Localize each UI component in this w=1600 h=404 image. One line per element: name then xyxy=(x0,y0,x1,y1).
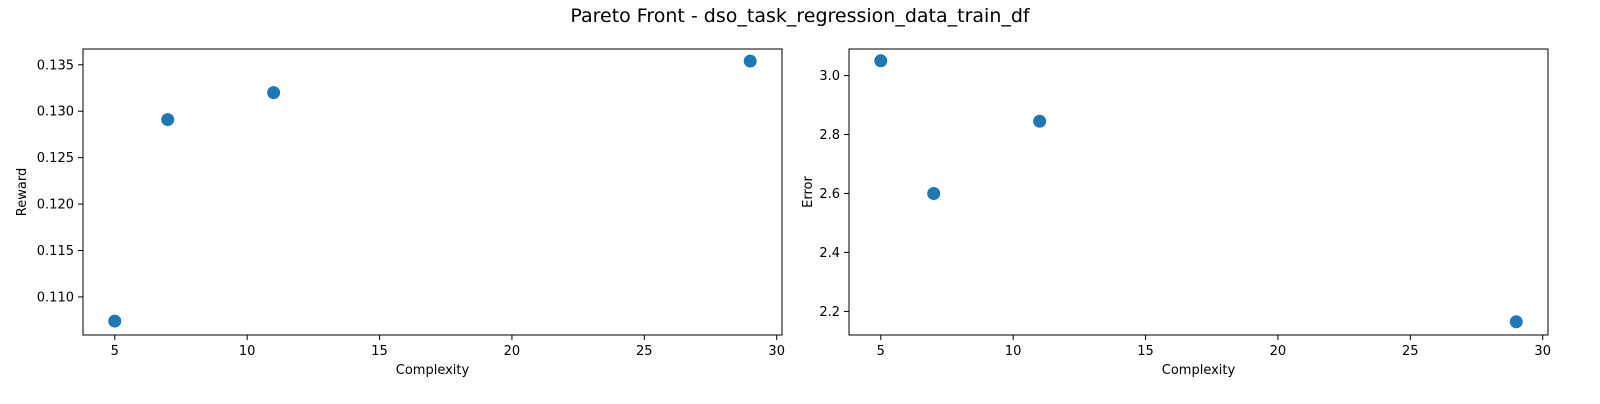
reward-x-tick-label: 5 xyxy=(111,344,119,359)
error-x-tick-label: 10 xyxy=(1005,344,1022,359)
reward-x-tick-label: 10 xyxy=(239,344,256,359)
error-axes-frame xyxy=(848,48,1549,336)
reward-x-axis-label: Complexity xyxy=(396,363,470,378)
error-data-point xyxy=(1509,315,1523,329)
error-data-point xyxy=(927,186,941,200)
reward-x-tick-label: 30 xyxy=(768,344,785,359)
figure-title: Pareto Front - dso_task_regression_data_… xyxy=(570,5,1030,27)
reward-axes-frame xyxy=(82,48,783,336)
reward-data-point xyxy=(108,314,122,328)
error-y-tick-label: 2.4 xyxy=(819,246,840,261)
error-x-tick-label: 5 xyxy=(877,344,885,359)
reward-x-tick-label: 25 xyxy=(636,344,653,359)
error-data-point xyxy=(1033,114,1047,128)
reward-x-tick-label: 20 xyxy=(504,344,521,359)
error-x-tick-label: 25 xyxy=(1402,344,1419,359)
reward-plot: 5 10 15 20 25 30 0.110 0.115 0.120 0.125 0.130 0.13… xyxy=(15,48,785,378)
error-y-tick-label: 2.2 xyxy=(819,305,840,320)
reward-x-tick-label: 15 xyxy=(371,344,388,359)
error-y-axis-label: Error xyxy=(801,176,816,208)
error-x-axis-label: Complexity xyxy=(1162,363,1236,378)
error-data-point xyxy=(874,54,888,68)
error-x-tick-label: 20 xyxy=(1270,344,1287,359)
reward-y-axis-label: Reward xyxy=(15,168,30,216)
reward-data-point xyxy=(161,113,175,127)
reward-y-tick-label: 0.115 xyxy=(37,244,74,259)
reward-y-tick-label: 0.125 xyxy=(37,151,74,166)
error-y-tick-label: 3.0 xyxy=(819,69,840,84)
reward-data-point xyxy=(743,54,757,68)
error-x-tick-label: 15 xyxy=(1137,344,1154,359)
error-y-tick-label: 2.8 xyxy=(819,128,840,143)
error-y-tick-label: 2.6 xyxy=(819,187,840,202)
reward-y-tick-label: 0.130 xyxy=(37,105,74,120)
reward-y-tick-label: 0.135 xyxy=(37,58,74,73)
reward-y-tick-label: 0.110 xyxy=(37,290,74,305)
reward-y-tick-label: 0.120 xyxy=(37,198,74,213)
reward-data-point xyxy=(267,86,281,100)
error-x-tick-label: 30 xyxy=(1534,344,1551,359)
error-plot: 5 10 15 20 25 30 2.2 2.4 2.6 2.8 3.0 Complexity Erro… xyxy=(801,48,1551,378)
